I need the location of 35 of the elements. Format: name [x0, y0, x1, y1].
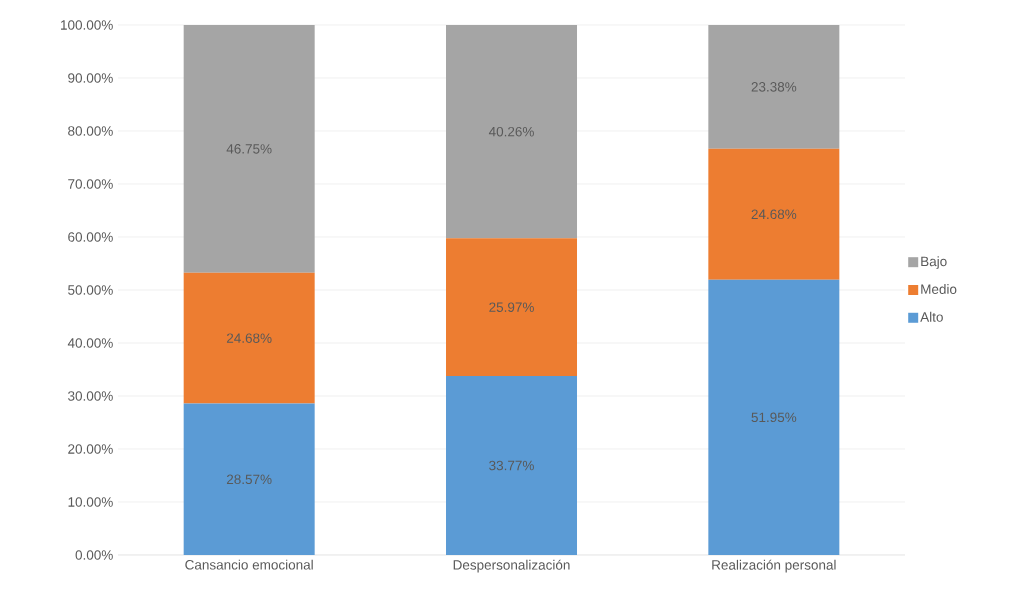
- legend-label: Bajo: [921, 256, 947, 269]
- data-label: 24.68%: [226, 333, 272, 343]
- y-tick-label: 90.00%: [68, 73, 113, 83]
- x-tick-label: Cansancio emocional: [185, 559, 313, 570]
- data-label: 25.97%: [489, 302, 534, 312]
- y-tick-label: 70.00%: [68, 179, 113, 189]
- y-tick-label: 20.00%: [68, 444, 113, 454]
- x-tick-label: Despersonalización: [453, 559, 570, 573]
- data-label: 24.68%: [751, 209, 797, 220]
- bar: [708, 148, 840, 280]
- y-tick-label: 60.00%: [68, 232, 113, 242]
- data-label: 33.77%: [489, 460, 534, 471]
- bar: [183, 24, 315, 273]
- bar: [708, 279, 840, 555]
- data-label: 51.95%: [751, 412, 797, 423]
- data-label: 28.57%: [226, 474, 272, 485]
- bar: [446, 238, 578, 376]
- x-tick-label: Realización personal: [712, 559, 836, 573]
- y-tick-label: 40.00%: [67, 338, 113, 348]
- y-tick-label: 50.00%: [68, 285, 113, 295]
- data-label: 46.75%: [226, 144, 272, 154]
- y-tick-label: 80.00%: [68, 126, 113, 136]
- y-tick-label: 10.00%: [68, 497, 113, 507]
- data-label: 40.26%: [488, 126, 534, 137]
- bar: [183, 272, 315, 404]
- y-tick-label: 30.00%: [68, 391, 113, 401]
- legend-label: Medio: [921, 284, 957, 294]
- bar: [446, 376, 578, 555]
- bar: [446, 24, 578, 239]
- bar: [183, 403, 315, 555]
- data-label: 23.38%: [751, 82, 797, 92]
- bar: [708, 24, 840, 149]
- y-tick-label: 0.00%: [75, 550, 113, 560]
- y-tick-label: 100.00%: [61, 20, 113, 30]
- legend-label: Alto: [920, 311, 943, 322]
